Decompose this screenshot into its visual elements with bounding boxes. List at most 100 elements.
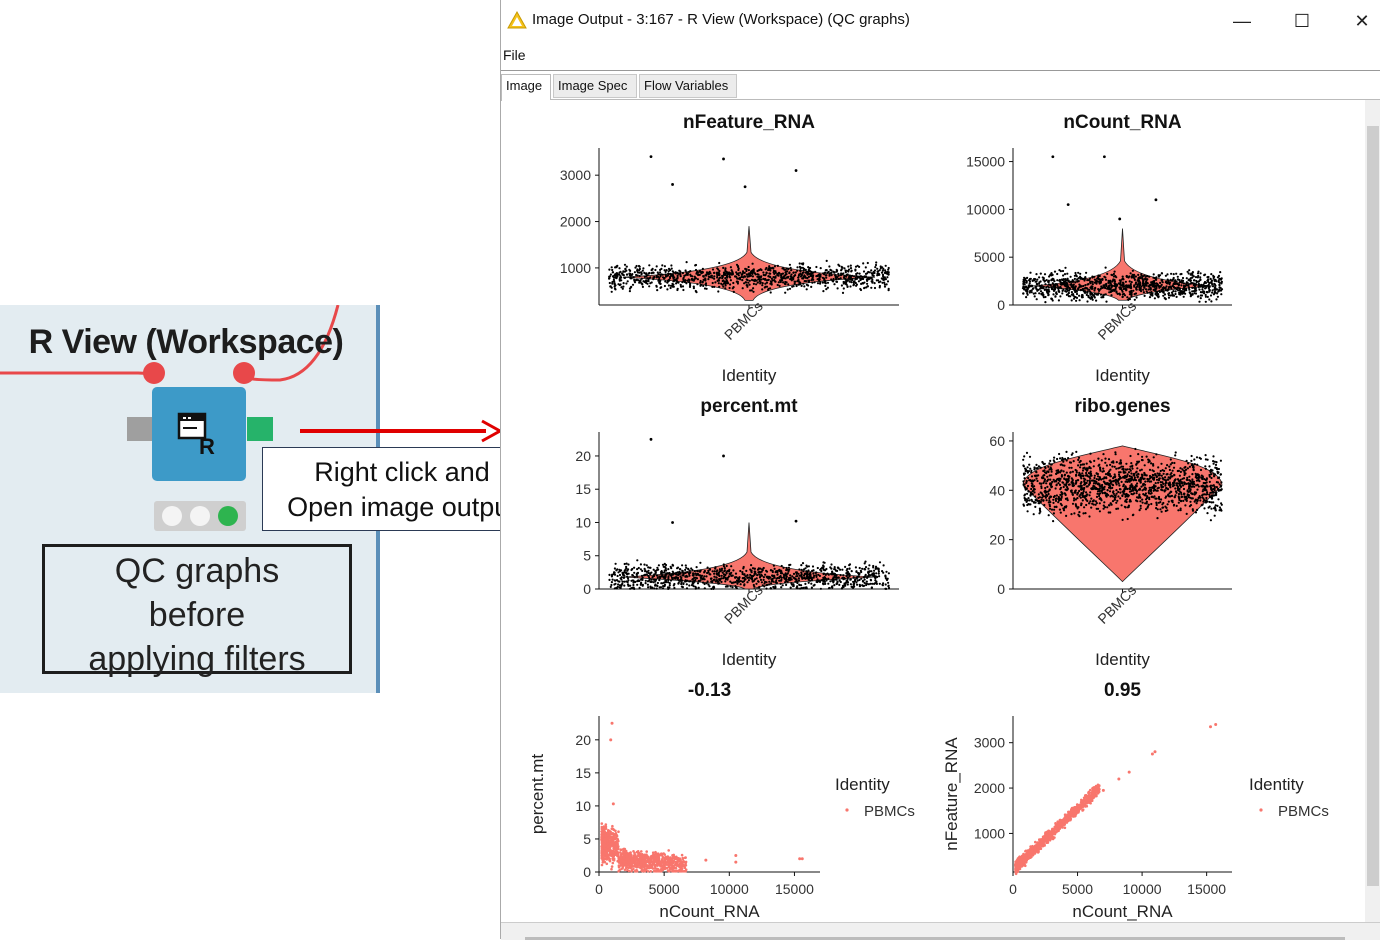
data-point <box>1049 284 1051 286</box>
data-point <box>825 578 827 580</box>
close-button[interactable]: ✕ <box>1339 6 1380 36</box>
data-point <box>1102 295 1104 297</box>
data-point <box>1212 460 1214 462</box>
data-point <box>1150 462 1152 464</box>
data-point <box>612 271 614 273</box>
data-point <box>659 586 661 588</box>
data-point <box>640 563 642 565</box>
node-input-port[interactable] <box>127 417 153 441</box>
data-point <box>1148 492 1150 494</box>
data-point <box>1162 469 1164 471</box>
r-view-node[interactable]: R <box>152 387 246 481</box>
data-point <box>714 281 716 283</box>
data-point <box>775 581 777 583</box>
data-point <box>704 287 706 289</box>
data-point <box>1052 520 1054 522</box>
data-point <box>1122 282 1124 284</box>
data-point <box>679 575 681 577</box>
data-point <box>704 587 706 589</box>
data-point <box>1099 477 1101 479</box>
data-point <box>1166 473 1168 475</box>
data-point <box>834 574 836 576</box>
data-point <box>1168 501 1170 503</box>
data-point <box>1100 278 1102 280</box>
data-point <box>637 274 639 276</box>
node-annotation[interactable]: QC graphs before applying filters <box>42 544 352 674</box>
data-point <box>1084 284 1086 286</box>
data-point <box>1032 280 1034 282</box>
data-point <box>715 580 717 582</box>
data-point <box>613 275 615 277</box>
data-point <box>831 586 833 588</box>
data-point <box>834 271 836 273</box>
window-titlebar[interactable]: Image Output - 3:167 - R View (Workspace… <box>501 0 1380 40</box>
data-point <box>668 279 670 281</box>
data-point <box>861 276 863 278</box>
data-point <box>1050 274 1052 276</box>
tab-image[interactable]: Image <box>501 74 551 101</box>
data-point <box>1089 477 1091 479</box>
data-point <box>1031 291 1033 293</box>
data-point <box>694 570 696 572</box>
maximize-button[interactable]: ☐ <box>1279 6 1325 36</box>
data-point <box>636 559 638 561</box>
data-point <box>1091 297 1093 299</box>
data-point <box>1070 276 1072 278</box>
node-output-port[interactable] <box>247 417 273 441</box>
data-point <box>838 278 840 280</box>
tab-flow-variables[interactable]: Flow Variables <box>639 74 737 98</box>
data-point <box>778 580 780 582</box>
tab-image-spec[interactable]: Image Spec <box>553 74 637 98</box>
data-point <box>764 581 766 583</box>
menu-file[interactable]: File <box>503 47 526 63</box>
data-point <box>1031 285 1033 287</box>
data-point <box>682 272 684 274</box>
node-annotation-line: applying filters <box>45 637 349 681</box>
data-point <box>777 265 779 267</box>
data-point <box>608 269 610 271</box>
data-point <box>1190 492 1192 494</box>
data-point <box>1040 273 1042 275</box>
x-tick-label: 0 <box>595 881 603 897</box>
data-point <box>1105 267 1107 269</box>
data-point <box>1055 498 1057 500</box>
data-point <box>1099 492 1101 494</box>
data-point <box>856 584 858 586</box>
data-point <box>847 571 849 573</box>
data-point <box>1072 281 1074 283</box>
data-point <box>1050 496 1052 498</box>
data-point <box>1096 478 1098 480</box>
data-point <box>1078 511 1080 513</box>
data-point <box>840 277 842 279</box>
data-point <box>643 564 645 566</box>
data-point <box>768 272 770 274</box>
data-point <box>1220 293 1222 295</box>
data-point <box>1082 499 1084 501</box>
minimize-button[interactable]: — <box>1219 6 1265 36</box>
data-point <box>804 583 806 585</box>
data-point <box>1147 288 1149 290</box>
data-point <box>697 278 699 280</box>
data-point <box>1125 289 1127 291</box>
data-point <box>1122 477 1124 479</box>
data-point <box>1189 292 1191 294</box>
node-title: R View (Workspace) <box>0 323 372 362</box>
data-point <box>654 269 656 271</box>
data-point <box>1186 477 1188 479</box>
data-point <box>1117 495 1119 497</box>
data-point <box>1067 475 1069 477</box>
data-point <box>1210 519 1212 521</box>
data-point <box>1199 497 1201 499</box>
data-point <box>860 289 862 291</box>
data-point <box>793 573 795 575</box>
data-point <box>668 572 670 574</box>
data-point <box>1132 274 1134 276</box>
data-point <box>780 586 782 588</box>
data-point <box>1105 293 1107 295</box>
data-point <box>783 275 785 277</box>
data-point <box>1161 284 1163 286</box>
data-point <box>1159 477 1161 479</box>
data-point <box>1217 498 1219 500</box>
data-point <box>646 571 648 573</box>
data-point <box>811 587 813 589</box>
